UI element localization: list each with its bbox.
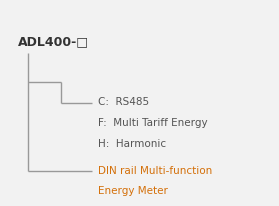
Text: H:  Harmonic: H: Harmonic — [98, 138, 166, 148]
Text: DIN rail Multi-function: DIN rail Multi-function — [98, 165, 212, 175]
Text: C:  RS485: C: RS485 — [98, 97, 149, 107]
Text: ADL400-□: ADL400-□ — [18, 35, 89, 48]
Text: Energy Meter: Energy Meter — [98, 186, 167, 195]
Text: F:  Multi Tariff Energy: F: Multi Tariff Energy — [98, 118, 207, 128]
